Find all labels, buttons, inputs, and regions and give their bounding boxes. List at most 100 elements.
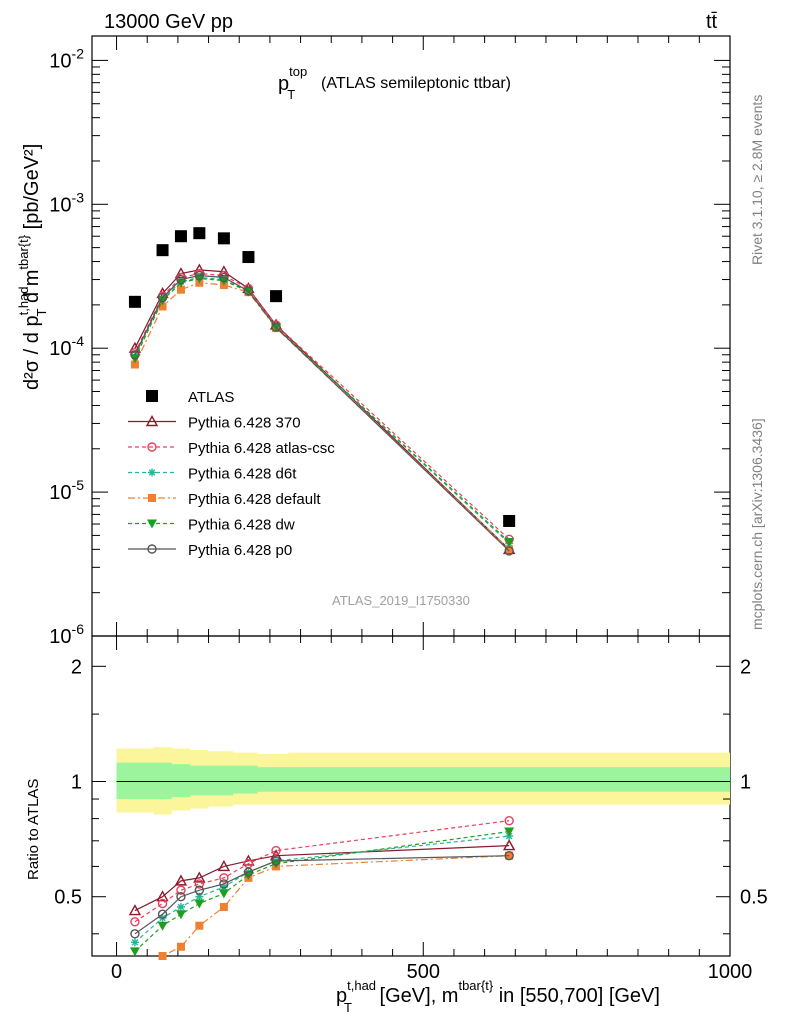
- data-point: [504, 546, 514, 556]
- y-axis-label: d²σ / d pt,had T d mtbar{t} [pb/GeV²]: [16, 144, 49, 390]
- xlab-sub: T: [344, 1000, 352, 1015]
- ratio-point: [504, 850, 514, 861]
- legend-label: Pythia 6.428 370: [188, 415, 301, 432]
- ratio-tick-label-right: 0.5: [740, 887, 768, 909]
- legend-marker: [147, 544, 157, 554]
- ratio-point: [219, 873, 229, 883]
- analysis-watermark: ATLAS_2019_I1750330: [332, 593, 470, 608]
- title-p: p: [278, 73, 289, 95]
- process-label: tt̄: [706, 11, 718, 33]
- legend-marker: [147, 442, 157, 452]
- y-tick-label: 10-3: [49, 189, 84, 216]
- data-point: [176, 274, 186, 285]
- ratio-point: [271, 845, 281, 856]
- legend-marker: [146, 390, 158, 402]
- ratio-tick-label-right: 1: [740, 772, 751, 794]
- y-tick-exp: -2: [72, 45, 85, 61]
- ratio-axis-label: Ratio to ATLAS: [25, 779, 42, 880]
- y-tick-label: 10-2: [49, 45, 84, 72]
- data-point: [271, 322, 281, 332]
- legend-label: Pythia 6.428 dw: [188, 517, 295, 534]
- series-6: [130, 270, 514, 556]
- data-point: [130, 350, 140, 360]
- legend-marker: [148, 494, 156, 502]
- legend-label: Pythia 6.428 atlas-csc: [188, 440, 335, 457]
- ratio-point: [156, 890, 169, 902]
- ratio-tick-label: 1: [71, 772, 82, 794]
- ratio-point: [176, 942, 185, 951]
- ratio-point: [195, 892, 204, 901]
- legend-item: Pythia 6.428 d6t: [128, 466, 297, 483]
- legend-marker: [147, 519, 157, 529]
- ratio-point: [219, 879, 229, 889]
- ratio-point: [218, 889, 229, 899]
- ylab-sup2: tbar{t}: [16, 234, 31, 269]
- y-tick-exp: -3: [72, 189, 85, 205]
- series-0: [128, 227, 516, 527]
- series-lines: [128, 227, 516, 960]
- data-point: [219, 272, 229, 283]
- data-point: [193, 227, 206, 240]
- data-point: [270, 290, 283, 303]
- ratio-point: [217, 859, 231, 872]
- ratio-line: [134, 855, 510, 935]
- ratio-point: [130, 929, 140, 939]
- title-sub: T: [287, 87, 295, 102]
- legend-item: Pythia 6.428 370: [128, 415, 301, 432]
- axis-ticks: 10-6 10-5 10-4 10-3 10-2 0 500 1000 0.5 0.5 1 1 2 2: [49, 36, 768, 983]
- ratio-tick-label: 0.5: [54, 887, 82, 909]
- xlab-p: p: [336, 985, 347, 1007]
- legend-marker: [148, 468, 156, 477]
- ylab-end: [pb/GeV²]: [21, 144, 43, 235]
- legend-item: ATLAS: [146, 389, 234, 406]
- plot-subtitle: (ATLAS semileptonic ttbar): [321, 75, 511, 92]
- legend-label: ATLAS: [188, 389, 234, 406]
- legend-label: Pythia 6.428 default: [188, 491, 321, 508]
- ratio-line: [134, 835, 510, 943]
- ratio-point: [130, 917, 140, 927]
- ratio-point: [128, 904, 142, 916]
- data-point: [156, 244, 169, 257]
- ylab-sup1: t,had: [16, 286, 31, 315]
- data-point: [505, 545, 514, 554]
- ratio-point: [219, 903, 228, 912]
- ratio-line: [134, 830, 510, 952]
- ratio-band-inner: [116, 762, 731, 800]
- data-point: [194, 270, 205, 281]
- ratio-tick-label: 2: [71, 656, 82, 678]
- rivet-label: Rivet 3.1.10, ≥ 2.8M events: [749, 95, 765, 265]
- ratio-point: [176, 903, 185, 912]
- data-point: [503, 514, 516, 527]
- y-tick-exp: -5: [72, 477, 85, 493]
- ratio-point: [243, 867, 254, 877]
- y-tick-exp: -4: [72, 333, 85, 349]
- ylab-mid: d m: [21, 270, 43, 309]
- legend-label: Pythia 6.428 p0: [188, 542, 292, 559]
- data-point: [158, 302, 167, 311]
- ylab-sub1: T: [34, 308, 49, 316]
- ratio-point: [502, 839, 516, 851]
- ratio-point: [193, 871, 206, 883]
- y-tick-label: 10-5: [49, 477, 84, 504]
- ratio-point: [158, 952, 167, 960]
- ratio-point: [194, 885, 205, 895]
- plot-title: ptop T: [278, 64, 307, 102]
- ratio-line: [134, 820, 510, 923]
- ratio-point: [157, 898, 168, 909]
- data-point: [128, 295, 141, 308]
- ratio-point: [219, 883, 228, 892]
- ratio-series-1: [130, 815, 514, 927]
- data-point: [157, 292, 168, 303]
- data-point: [130, 360, 139, 369]
- ratio-point: [176, 885, 186, 895]
- mcplots-label: mcplots.cern.ch [arXiv:1306.3436]: [749, 418, 765, 630]
- ratio-series-4: [129, 827, 515, 957]
- ratio-point: [504, 815, 514, 826]
- energy-label: 13000 GeV pp: [104, 11, 233, 33]
- series-line: [134, 272, 510, 540]
- x-axis-label: pt,had T [GeV], mtbar{t} in [550,700] [Ge…: [336, 978, 660, 1015]
- xlab-sup: t,had: [347, 978, 376, 993]
- ratio-point: [157, 909, 168, 919]
- ratio-point: [271, 856, 281, 866]
